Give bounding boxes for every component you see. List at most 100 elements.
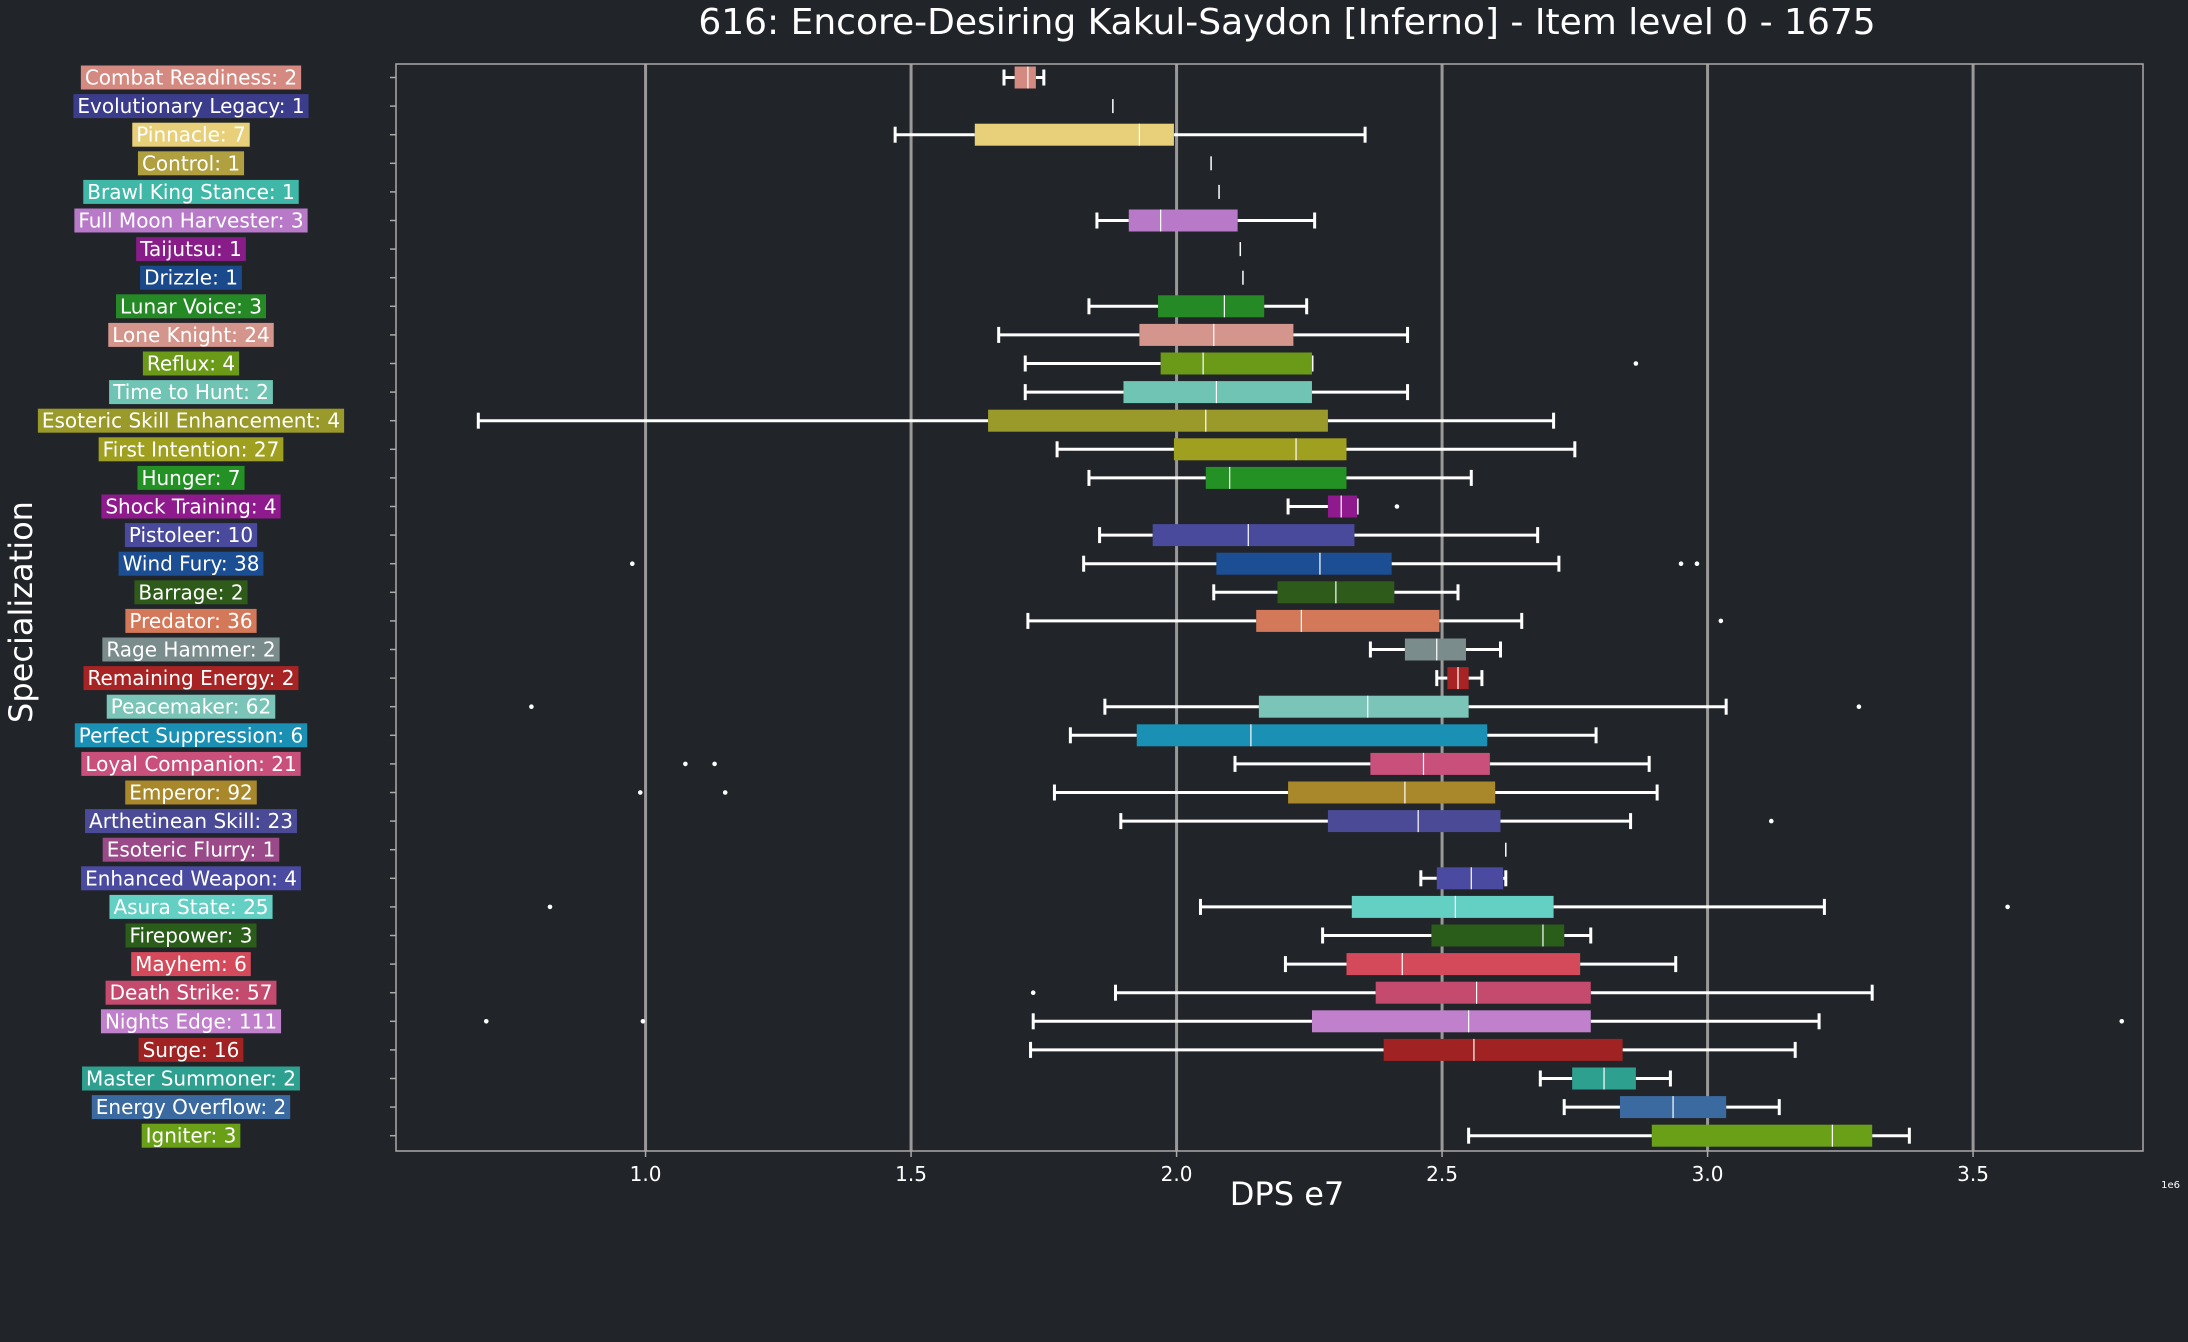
box-series [390, 156, 1212, 171]
category-label: Shock Training: 4 [105, 495, 276, 519]
category-label-bg [125, 780, 257, 805]
category-label: Combat Readiness: 2 [85, 66, 297, 90]
x-tick-label: 3.5 [1957, 1162, 1989, 1186]
box-series [390, 466, 1473, 489]
box-series [390, 352, 1639, 375]
box-iqr [1256, 609, 1440, 632]
box-series [390, 981, 1874, 1004]
outlier-point [1633, 361, 1639, 366]
box-series [390, 99, 1114, 114]
box-series [390, 1038, 1797, 1061]
x-tick-label: 3.0 [1692, 1162, 1724, 1186]
outlier-point [683, 761, 688, 767]
box-series [390, 524, 1540, 547]
box-iqr [1351, 895, 1554, 918]
box-iqr [1136, 724, 1488, 747]
category-label-bg [125, 923, 257, 948]
category-label: Control: 1 [142, 151, 240, 175]
box-series [390, 667, 1484, 690]
category-label-bg [91, 1095, 291, 1120]
box-iqr [1431, 924, 1565, 947]
category-label-bg [83, 666, 299, 691]
category-label: Death Strike: 57 [110, 981, 273, 1005]
x-axis-offset-label: 1e6 [2161, 1180, 2180, 1191]
chart-title: 616: Encore-Desiring Kakul-Saydon [Infer… [698, 2, 1875, 43]
box-series [390, 724, 1598, 747]
category-label-bg [140, 265, 242, 290]
category-label: First Intention: 27 [103, 437, 280, 461]
category-label: Esoteric Skill Enhancement: 4 [42, 409, 340, 433]
category-label-bg [115, 294, 267, 319]
category-label-bg [98, 437, 284, 462]
box-series [390, 1124, 1911, 1147]
category-label-bg [83, 179, 299, 204]
category-label-bg [105, 980, 277, 1005]
outlier-point [2005, 904, 2010, 910]
category-label: Loyal Companion: 21 [85, 752, 296, 776]
outlier-point [629, 561, 635, 566]
box-iqr [1205, 466, 1347, 489]
box-series [390, 924, 1593, 947]
category-label-bg [131, 952, 251, 977]
box-iqr [1311, 1010, 1591, 1033]
category-label-bg [137, 465, 245, 490]
category-label: Peacemaker: 62 [111, 695, 272, 719]
box-iqr [1370, 752, 1490, 775]
category-label-bg [142, 351, 240, 376]
box-iqr [1139, 323, 1294, 346]
category-label: Drizzle: 1 [144, 266, 238, 290]
box-series [390, 184, 1220, 199]
box-series [390, 1067, 1672, 1090]
outlier-point [1030, 990, 1036, 995]
box-series [390, 409, 1556, 432]
box-iqr [1157, 295, 1265, 318]
box-series [390, 66, 1046, 89]
category-label-bg [108, 322, 274, 347]
category-label: Emperor: 92 [129, 781, 253, 805]
outlier-point [712, 761, 717, 767]
category-label-bg [106, 694, 276, 719]
box-iqr [1288, 781, 1496, 804]
outlier-point [722, 790, 728, 795]
box-series [390, 695, 1862, 718]
box-iqr [1375, 981, 1591, 1004]
box-series [390, 381, 1410, 404]
category-label-bg [82, 1066, 300, 1091]
box-series [390, 323, 1410, 346]
category-label: Pistoleer: 10 [129, 523, 253, 547]
outlier-point [1678, 561, 1684, 566]
category-label-bg [85, 809, 297, 834]
x-tick-layer: 1.0 1.5 2.0 2.5 3.0 3.5 [630, 1151, 1989, 1186]
category-label: Lone Knight: 24 [112, 323, 269, 347]
box-series [390, 495, 1400, 518]
box-series [390, 638, 1502, 661]
box-iqr [1404, 638, 1466, 661]
box-iqr [1436, 867, 1504, 890]
box-series [390, 609, 1724, 632]
box-iqr [1173, 438, 1347, 461]
box-series [390, 781, 1659, 804]
category-label-bg [102, 837, 280, 862]
outlier-point [529, 704, 534, 709]
category-label: Lunar Voice: 3 [120, 294, 262, 318]
box-series [390, 581, 1460, 604]
box-series [390, 752, 1651, 775]
box-iqr [1014, 66, 1036, 89]
box-series [390, 295, 1309, 318]
category-label: Mayhem: 6 [135, 952, 247, 976]
category-label: Evolutionary Legacy: 1 [77, 94, 304, 118]
category-label-bg [136, 237, 246, 262]
y-axis-label: Specialization [2, 501, 40, 723]
box-series [390, 895, 2010, 918]
category-label: Hunger: 7 [141, 466, 240, 490]
outlier-point [547, 904, 553, 910]
outlier-point [2119, 1019, 2125, 1024]
category-label-bg [137, 151, 245, 176]
outlier-point [483, 1019, 489, 1024]
category-label-bg [141, 1123, 241, 1148]
box-series [390, 438, 1577, 461]
box-iqr [1258, 695, 1469, 718]
x-tick-label: 1.0 [630, 1162, 662, 1186]
